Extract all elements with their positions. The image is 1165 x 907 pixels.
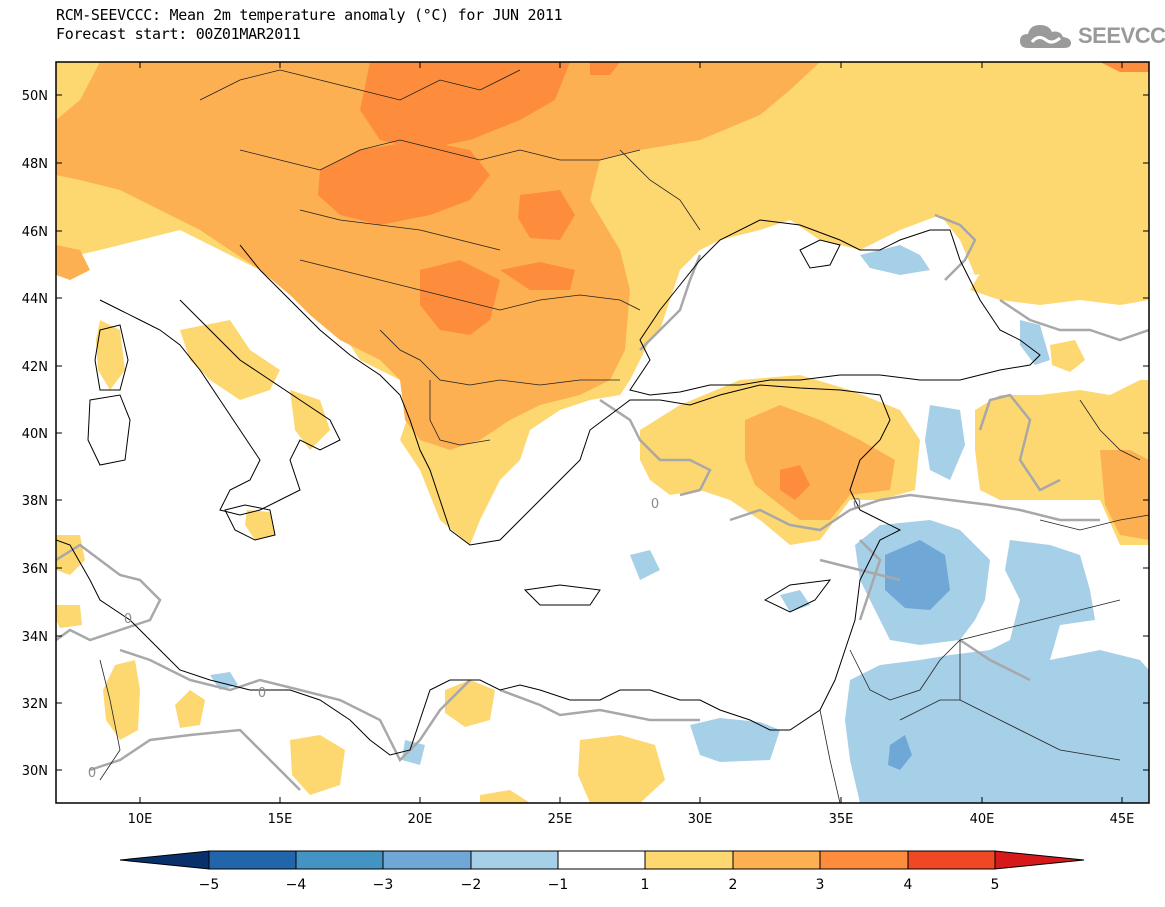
legend-swatch <box>907 850 996 870</box>
lat-label: 44N <box>22 292 48 307</box>
lat-label: 34N <box>22 630 48 645</box>
zero-contours <box>56 213 1149 791</box>
lat-label: 40N <box>22 427 48 442</box>
legend-tick-label: 2 <box>729 877 738 893</box>
longitude-axis: 10E 15E 20E 25E 30E 35E 40E 45E <box>128 62 1135 827</box>
legend-swatch <box>994 850 1085 870</box>
lon-tick: 30E <box>688 62 713 827</box>
lat-tick: 42N <box>22 360 1149 375</box>
legend-swatch <box>557 850 646 870</box>
cloud-icon <box>1020 25 1071 48</box>
legend-swatch <box>644 850 734 870</box>
lat-tick: 38N <box>22 494 1149 509</box>
legend-tick-label: −1 <box>548 877 569 893</box>
legend-tick-label: 1 <box>641 877 650 893</box>
lat-label: 42N <box>22 360 48 375</box>
lat-tick: 40N <box>22 427 1149 442</box>
legend-swatch <box>819 850 909 870</box>
lon-tick: 40E <box>970 62 995 827</box>
anomaly-band-3-4 <box>318 62 1149 500</box>
lat-label: 38N <box>22 494 48 509</box>
lat-label: 48N <box>22 157 48 172</box>
contour-label: 0 <box>124 612 132 627</box>
lon-label: 15E <box>268 812 293 827</box>
lat-tick: 44N <box>22 292 1149 307</box>
legend-tick-label: 3 <box>816 877 825 893</box>
legend-swatch <box>119 850 210 870</box>
lat-tick: 36N <box>22 562 1149 577</box>
lon-label: 20E <box>408 812 433 827</box>
lon-tick: 20E <box>408 62 433 827</box>
legend-tick-label: −2 <box>461 877 482 893</box>
contour-label: 0 <box>853 497 861 512</box>
lat-label: 46N <box>22 225 48 240</box>
lat-label: 30N <box>22 764 48 779</box>
lon-label: 45E <box>1110 812 1135 827</box>
legend-swatch <box>470 850 559 870</box>
legend-swatch <box>382 850 472 870</box>
lon-tick: 10E <box>128 62 153 827</box>
lat-tick: 34N <box>22 630 1149 645</box>
lat-label: 32N <box>22 697 48 712</box>
contour-label: 0 <box>88 766 96 781</box>
lon-label: 40E <box>970 812 995 827</box>
lon-label: 25E <box>548 812 573 827</box>
title-line-1: RCM-SEEVCCC: Mean 2m temperature anomaly… <box>56 6 563 24</box>
title-line-2: Forecast start: 00Z01MAR2011 <box>56 25 301 43</box>
latitude-axis: 50N 48N 46N 44N 42N 40N 38N 36N 34N 32N … <box>22 89 1149 779</box>
lon-label: 30E <box>688 812 713 827</box>
lat-tick: 46N <box>22 225 1149 240</box>
lat-tick: 48N <box>22 157 1149 172</box>
map-field-layer: 0 0 0 0 0 <box>56 62 1149 803</box>
seevccc-logo: SEEVCCC <box>1018 20 1165 52</box>
lat-label: 36N <box>22 562 48 577</box>
legend-tick-label: −3 <box>373 877 394 893</box>
legend-tick-label: 5 <box>991 877 1000 893</box>
contour-label: 0 <box>258 686 266 701</box>
lon-label: 35E <box>829 812 854 827</box>
legend-tick-label: −4 <box>286 877 307 893</box>
lat-tick: 30N <box>22 764 1149 779</box>
color-legend: −5 −4 −3 −2 −1 1 2 3 4 5 <box>119 850 1085 893</box>
country-borders <box>99 69 1149 803</box>
logo-text: SEEVCCC <box>1078 23 1165 48</box>
lat-tick: 50N <box>22 89 1149 104</box>
legend-swatch <box>732 850 821 870</box>
lat-label: 50N <box>22 89 48 104</box>
lon-tick: 15E <box>268 62 293 827</box>
map-title: RCM-SEEVCCC: Mean 2m temperature anomaly… <box>56 6 563 44</box>
legend-swatch <box>208 850 297 870</box>
anomaly-band-neg2-neg3 <box>885 540 950 770</box>
lat-tick: 32N <box>22 697 1149 712</box>
lon-tick: 45E <box>1110 62 1135 827</box>
lon-label: 10E <box>128 812 153 827</box>
legend-tick-label: −5 <box>199 877 220 893</box>
contour-label: 0 <box>651 497 659 512</box>
legend-tick-label: 4 <box>904 877 913 893</box>
legend-swatch <box>295 850 384 870</box>
lon-tick: 25E <box>548 62 573 827</box>
lon-tick: 35E <box>829 62 854 827</box>
contour-labels: 0 0 0 0 0 <box>88 497 861 781</box>
coastlines <box>56 219 1041 756</box>
